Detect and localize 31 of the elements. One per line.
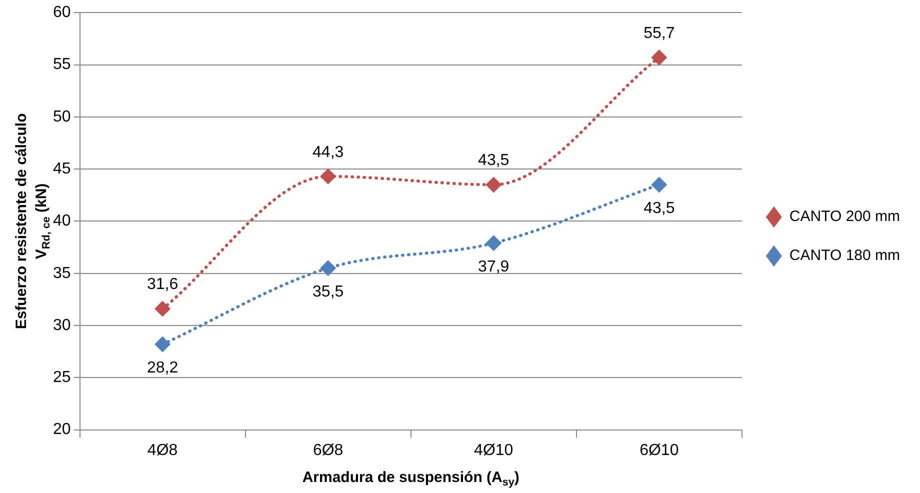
x-tick-label: 4Ø10 [474,442,514,459]
y-tick-label: 55 [53,56,71,74]
data-label: 28,2 [146,360,178,377]
point [651,176,668,193]
data-label: 43,5 [478,152,510,170]
point [486,235,502,252]
data-label: 35,5 [312,284,344,301]
y-tick-label: 35 [53,264,71,282]
data-label: 55,7 [644,24,675,42]
data-label: 37,9 [478,258,510,276]
point [651,49,668,66]
y-tick-label: 40 [53,212,71,230]
legend-label: CANTO 200 mm [789,208,900,226]
y-tick-label: 45 [53,160,71,178]
data-label: 43,5 [644,200,675,218]
y-tick-label: 30 [53,316,71,334]
y-tick-label: 50 [53,108,71,126]
point [154,336,171,352]
point [320,168,336,184]
y-tick-label: 25 [53,369,71,386]
point [486,176,502,193]
point [154,300,171,317]
legend-label: CANTO 180 mm [789,247,900,264]
data-label: 31,6 [146,276,178,294]
data-label: 44,3 [312,144,344,161]
point [320,260,336,276]
y-tick-label: 60 [53,4,71,22]
x-tick-label: 6Ø10 [640,442,679,459]
y-tick-label: 20 [53,421,71,438]
x-tick-label: 4Ø8 [147,442,178,459]
x-tick-label: 6Ø8 [312,442,344,459]
